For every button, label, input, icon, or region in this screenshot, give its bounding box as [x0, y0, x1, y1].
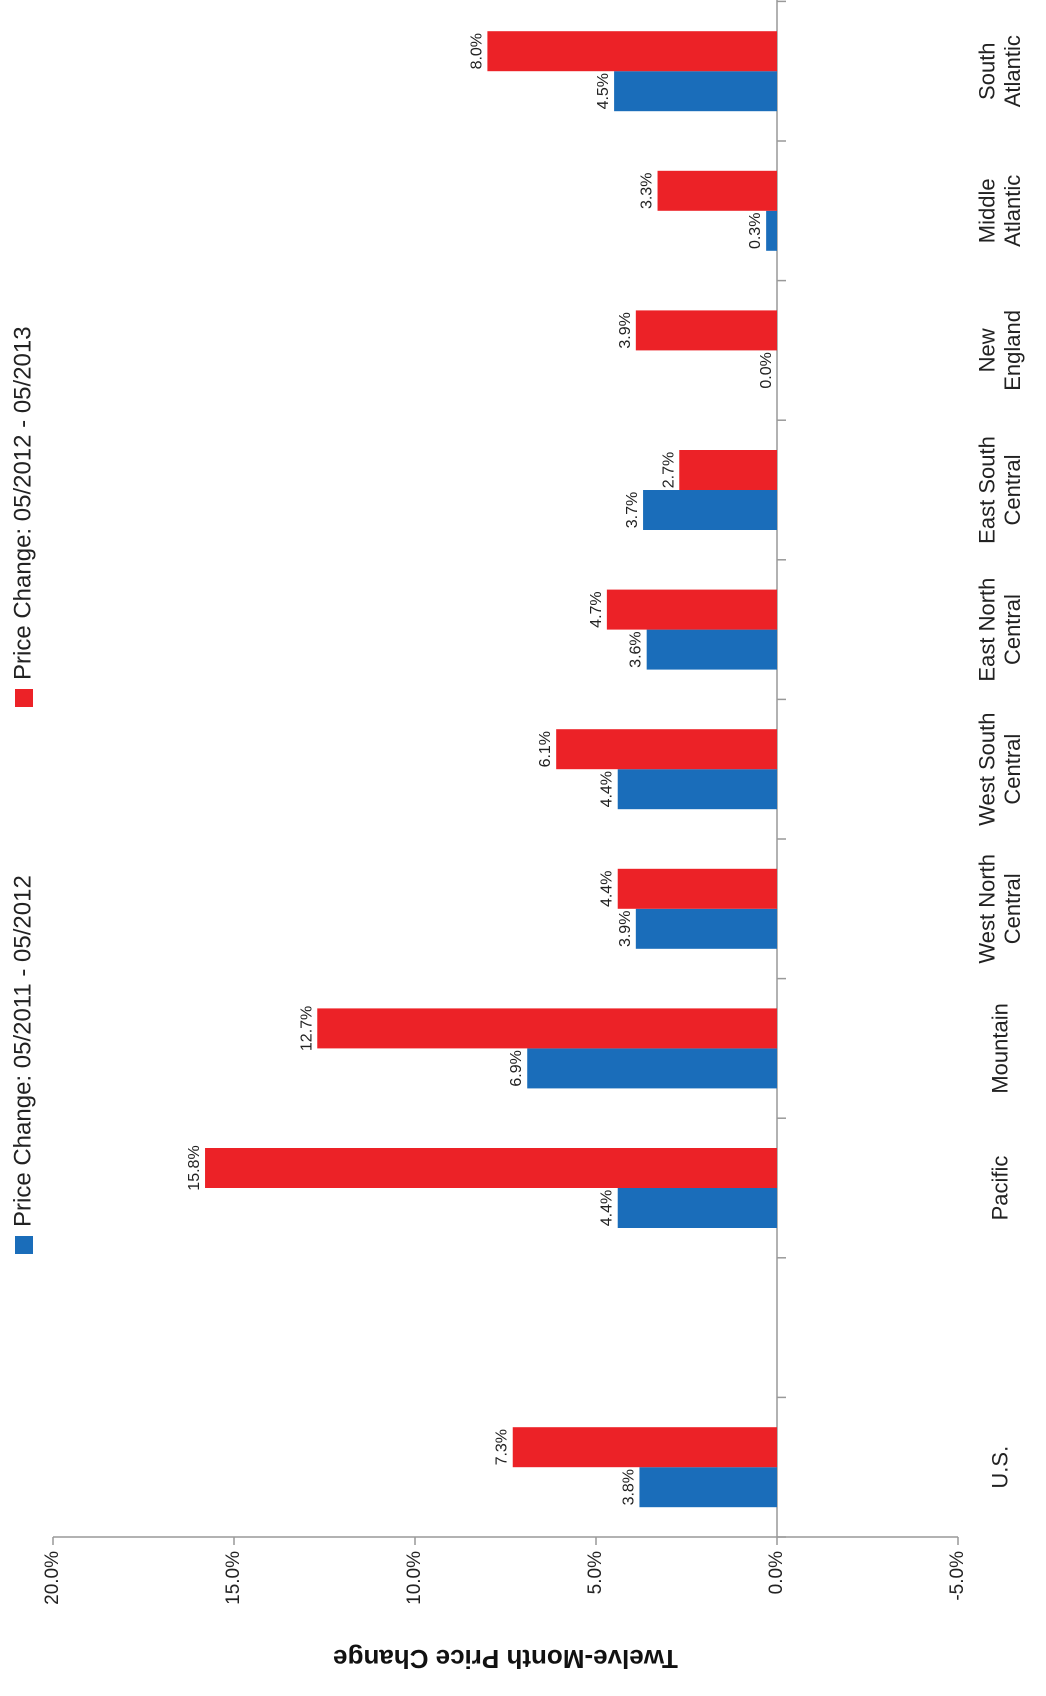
category-label: MiddleAtlantic — [975, 175, 1025, 247]
data-label: 2.7% — [660, 452, 677, 488]
data-label: 6.1% — [537, 731, 554, 767]
category-label: West SouthCentral — [975, 713, 1025, 826]
category-label: East SouthCentral — [975, 436, 1025, 544]
data-label: 7.3% — [494, 1429, 511, 1465]
category-label-line: Middle — [975, 178, 1000, 243]
value-tick-label: 0.0% — [766, 1551, 787, 1594]
bar — [636, 909, 777, 949]
category-label-line: Pacific — [988, 1156, 1013, 1221]
data-label: 8.0% — [468, 33, 485, 69]
data-label: 4.4% — [599, 871, 616, 907]
bar — [618, 869, 777, 909]
value-tick-label: 10.0% — [404, 1551, 425, 1605]
category-label: SouthAtlantic — [975, 35, 1025, 107]
legend-label: Price Change: 05/2012 - 05/2013 — [9, 326, 36, 680]
legend-swatch — [15, 1236, 33, 1254]
data-label: 3.9% — [617, 312, 634, 348]
bar — [614, 71, 777, 111]
category-label-line: West South — [975, 713, 1000, 826]
value-tick-label: 15.0% — [223, 1551, 244, 1605]
bar — [487, 31, 777, 71]
bar — [205, 1148, 777, 1188]
bar — [556, 729, 777, 769]
data-label: 3.9% — [617, 911, 634, 947]
category-label-line: Mountain — [988, 1003, 1013, 1094]
category-label-line: South — [975, 42, 1000, 100]
category-label-line: England — [1000, 310, 1025, 391]
data-label: 4.7% — [588, 591, 605, 627]
category-label: Pacific — [988, 1156, 1013, 1221]
category-label: Mountain — [988, 1003, 1013, 1094]
bar — [618, 1188, 777, 1228]
category-label: West NorthCentral — [975, 854, 1025, 964]
bar — [636, 310, 777, 350]
bar — [766, 211, 777, 251]
category-label-line: U.S. — [988, 1446, 1013, 1489]
category-label-line: East North — [975, 578, 1000, 682]
bar — [527, 1048, 777, 1088]
bar — [643, 490, 777, 530]
value-tick-label: 5.0% — [585, 1551, 606, 1594]
value-tick-label: -5.0% — [947, 1551, 968, 1601]
category-label: East NorthCentral — [975, 578, 1025, 682]
data-label: 3.6% — [628, 631, 645, 667]
bar — [618, 769, 777, 809]
category-label-line: Central — [1000, 734, 1025, 805]
category-label-line: Atlantic — [1000, 175, 1025, 247]
bar — [658, 171, 777, 211]
data-label: 3.7% — [624, 492, 641, 528]
data-label: 4.4% — [599, 771, 616, 807]
data-label: 6.9% — [508, 1050, 525, 1086]
data-label: 15.8% — [186, 1145, 203, 1190]
bar — [679, 450, 777, 490]
category-label-line: West North — [975, 854, 1000, 964]
data-label: 4.5% — [595, 73, 612, 109]
data-label: 0.3% — [747, 213, 764, 249]
category-label: U.S. — [988, 1446, 1013, 1489]
bar — [607, 590, 777, 630]
data-label: 3.8% — [620, 1469, 637, 1505]
bar — [513, 1427, 777, 1467]
data-label: 3.3% — [639, 173, 656, 209]
bar — [317, 1008, 777, 1048]
legend-label: Price Change: 05/2011 - 05/2012 — [9, 875, 36, 1227]
value-tick-label: 20.0% — [42, 1551, 63, 1605]
category-label-line: Central — [1000, 594, 1025, 665]
bar — [639, 1467, 777, 1507]
category-label-line: East South — [975, 436, 1000, 544]
legend-swatch — [15, 689, 33, 707]
category-label-line: Central — [1000, 455, 1025, 526]
data-label: 4.4% — [599, 1190, 616, 1226]
value-axis-title: Twelve-Month Price Change — [333, 1644, 678, 1674]
category-label-line: New — [975, 328, 1000, 372]
data-label: 12.7% — [298, 1006, 315, 1051]
category-label-line: Atlantic — [1000, 35, 1025, 107]
data-label: 0.0% — [758, 352, 775, 388]
category-label-line: Central — [1000, 873, 1025, 944]
bar — [647, 630, 777, 670]
category-label: NewEngland — [975, 310, 1025, 391]
